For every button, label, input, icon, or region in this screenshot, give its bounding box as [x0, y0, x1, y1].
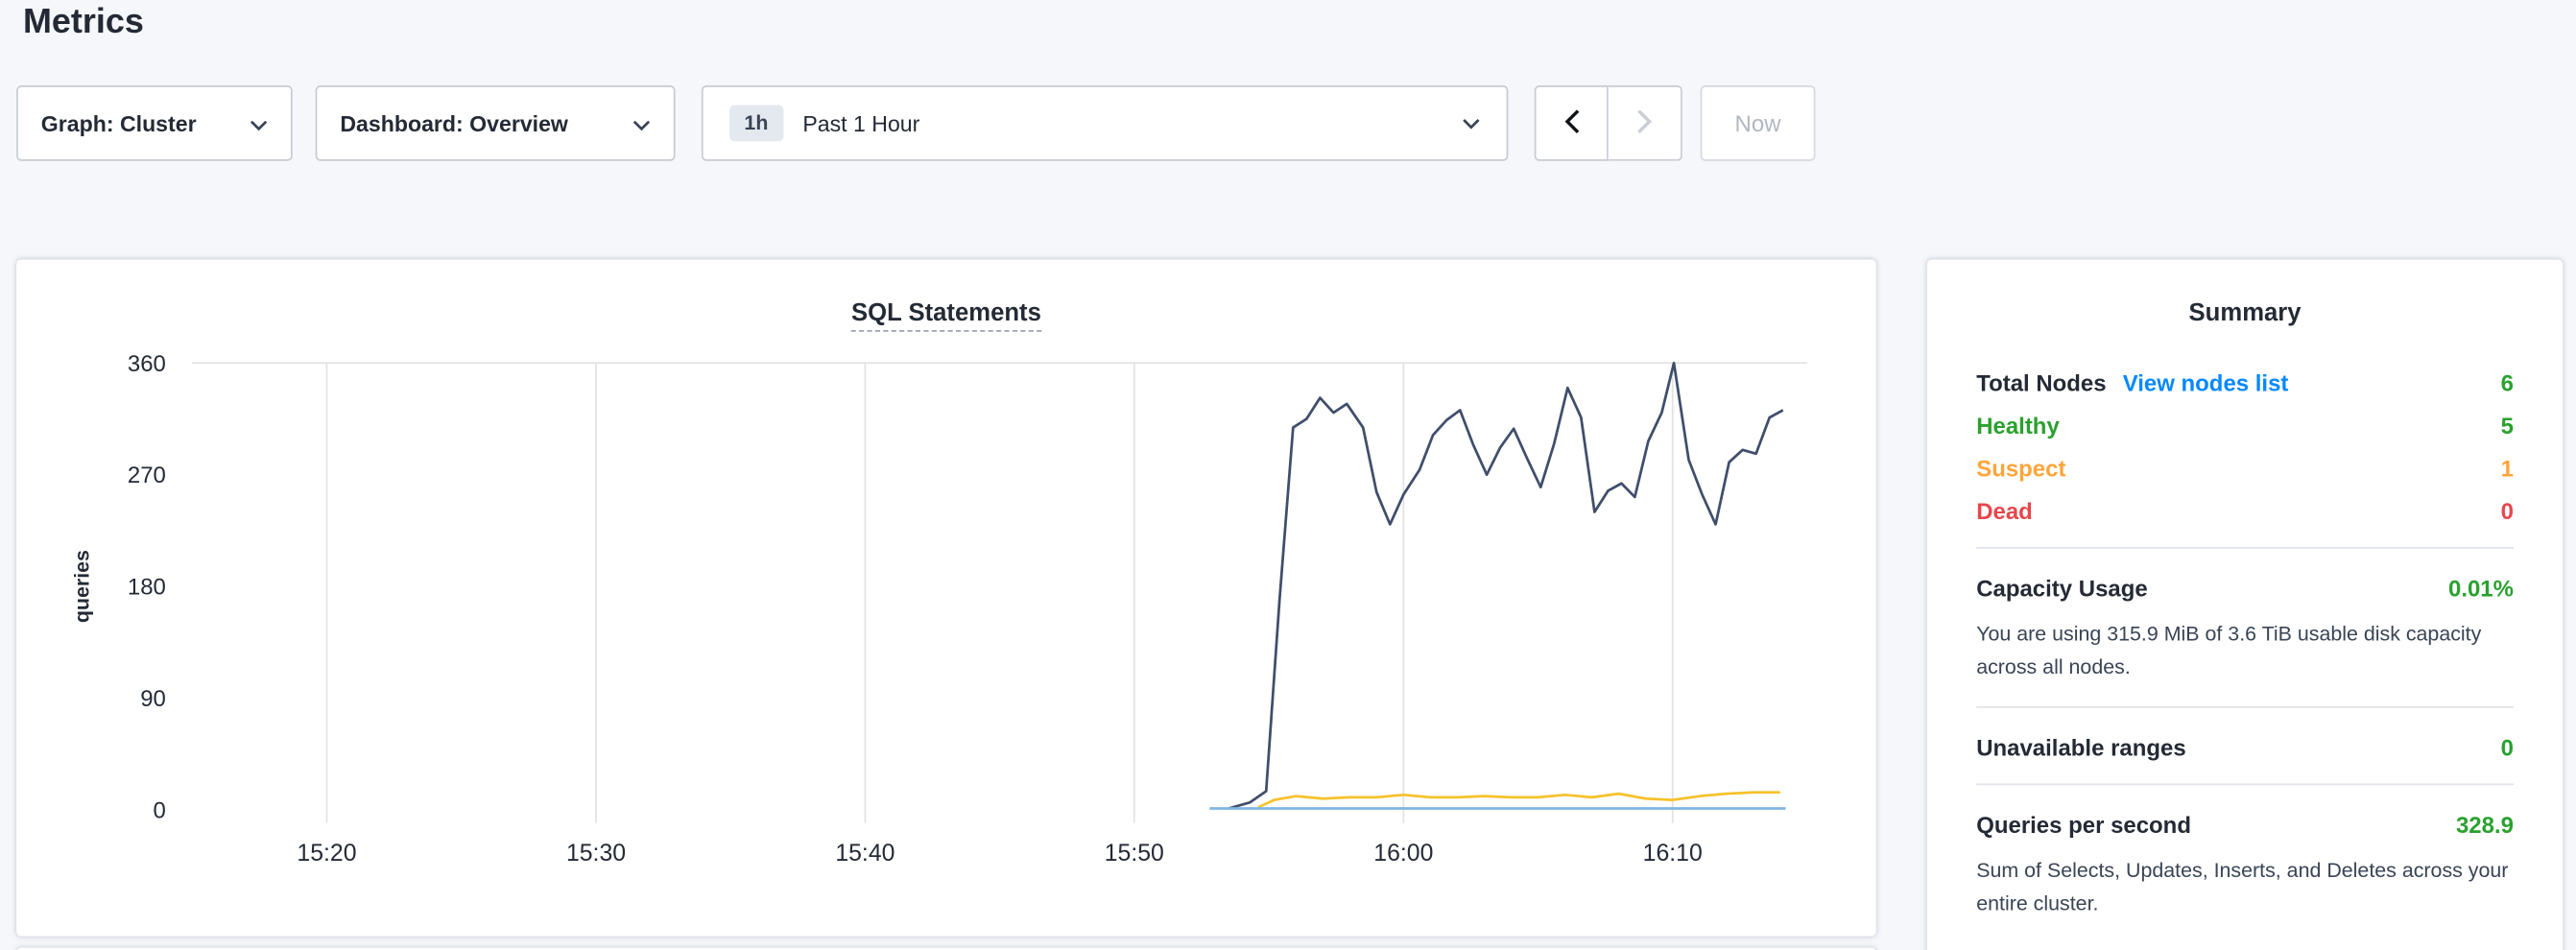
- dashboard-label: Dashboard: Overview: [340, 110, 568, 136]
- svg-text:360: 360: [128, 351, 166, 377]
- svg-text:15:30: 15:30: [566, 841, 626, 867]
- svg-text:15:40: 15:40: [835, 841, 894, 867]
- qps-value: 328.9: [2455, 811, 2514, 838]
- sql-statements-chart[interactable]: 15:20 15:30 15:40 15:50 16:00 16:10 0 90 180 270 3…: [16, 339, 1876, 917]
- svg-text:16:10: 16:10: [1643, 841, 1703, 867]
- chevron-left-icon: [1563, 107, 1580, 139]
- dashboard-dropdown[interactable]: Dashboard: Overview: [315, 85, 676, 161]
- now-button[interactable]: Now: [1700, 85, 1816, 161]
- summary-title: Summary: [2188, 298, 2302, 327]
- time-range-selector[interactable]: 1h Past 1 Hour: [701, 85, 1509, 161]
- suspect-value: 1: [2500, 455, 2514, 482]
- graph-scope-dropdown[interactable]: Graph: Cluster: [16, 85, 293, 161]
- suspect-nodes-row: Suspect 1: [1976, 455, 2514, 481]
- svg-text:180: 180: [128, 575, 166, 601]
- time-next-button[interactable]: [1608, 85, 1682, 161]
- summary-panel: Summary Total Nodes View nodes list 6 He…: [1926, 259, 2564, 950]
- unavailable-ranges-label: Unavailable ranges: [1976, 734, 2186, 761]
- capacity-usage-row: Capacity Usage 0.01%: [1976, 575, 2514, 601]
- next-chart-card: [16, 947, 1876, 950]
- dead-value: 0: [2500, 497, 2514, 525]
- svg-text:16:00: 16:00: [1373, 841, 1433, 867]
- unavailable-ranges-row: Unavailable ranges 0: [1976, 734, 2514, 760]
- time-range-badge: 1h: [729, 105, 783, 142]
- toolbar: Graph: Cluster Dashboard: Overview 1h Pa…: [0, 85, 2576, 161]
- time-prev-button[interactable]: [1534, 85, 1609, 161]
- qps-description: Sum of Selects, Updates, Inserts, and De…: [1976, 859, 2509, 915]
- capacity-usage-description: You are using 315.9 MiB of 3.6 TiB usabl…: [1976, 622, 2482, 678]
- unavailable-ranges-value: 0: [2500, 734, 2514, 761]
- svg-text:0: 0: [154, 797, 166, 823]
- capacity-usage-label: Capacity Usage: [1976, 575, 2148, 602]
- time-range-value: Past 1 Hour: [802, 110, 920, 136]
- chevron-down-icon: [250, 111, 268, 136]
- qps-row: Queries per second 328.9: [1976, 812, 2514, 838]
- chevron-down-icon: [1462, 108, 1480, 138]
- page-title: Metrics: [22, 3, 144, 41]
- total-nodes-value: 6: [2500, 369, 2514, 396]
- dead-label: Dead: [1976, 497, 2033, 525]
- capacity-usage-value: 0.01%: [2447, 575, 2514, 602]
- time-nav-buttons: [1534, 85, 1682, 161]
- svg-text:queries: queries: [70, 550, 93, 623]
- healthy-label: Healthy: [1976, 412, 2060, 439]
- total-nodes-row: Total Nodes View nodes list 6: [1976, 369, 2514, 395]
- healthy-value: 5: [2500, 412, 2514, 439]
- sql-statements-card: SQL Statements 15:20 15:30 15:40 15:50 16:00…: [16, 259, 1876, 937]
- svg-text:15:20: 15:20: [297, 841, 356, 867]
- healthy-nodes-row: Healthy 5: [1976, 413, 2514, 439]
- divider: [1976, 706, 2514, 708]
- qps-label: Queries per second: [1976, 811, 2191, 838]
- view-nodes-list-link[interactable]: View nodes list: [2122, 369, 2289, 396]
- chevron-down-icon: [632, 111, 651, 136]
- chevron-right-icon: [1636, 107, 1653, 139]
- total-nodes-label: Total Nodes: [1976, 369, 2107, 396]
- svg-text:90: 90: [140, 686, 166, 712]
- suspect-label: Suspect: [1976, 455, 2066, 482]
- svg-text:270: 270: [128, 463, 166, 488]
- graph-scope-label: Graph: Cluster: [40, 110, 197, 136]
- chart-title: SQL Statements: [851, 298, 1041, 332]
- svg-text:15:50: 15:50: [1105, 841, 1164, 867]
- divider: [1976, 783, 2514, 786]
- divider: [1976, 547, 2514, 549]
- dead-nodes-row: Dead 0: [1976, 498, 2514, 524]
